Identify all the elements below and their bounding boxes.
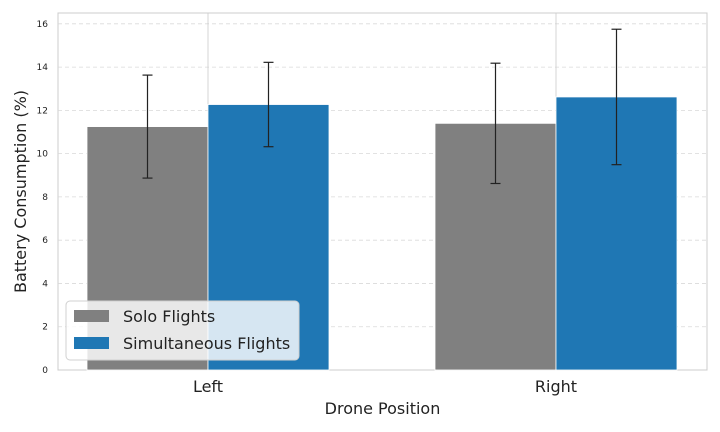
- legend-box: [65, 300, 300, 361]
- legend-label: Solo Flights: [123, 307, 215, 326]
- legend-label: Simultaneous Flights: [123, 334, 290, 353]
- x-category-label: Right: [535, 377, 577, 396]
- y-tick-label: 8: [42, 193, 48, 203]
- y-tick-label: 4: [42, 279, 48, 289]
- y-tick-label: 14: [37, 63, 49, 73]
- y-tick-label: 16: [37, 20, 49, 30]
- y-tick-label: 10: [37, 150, 49, 160]
- legend-swatch: [74, 310, 109, 322]
- y-tick-label: 6: [42, 236, 48, 246]
- y-tick-label: 0: [42, 366, 48, 376]
- error-bars: [142, 28, 622, 185]
- legend: Solo Flights Simultaneous Flights: [65, 300, 300, 361]
- y-tick-label: 12: [37, 106, 48, 116]
- y-axis-ticks: 0 2 4 6 8 10 12 14 16: [37, 20, 49, 376]
- bars: [86, 96, 678, 371]
- legend-swatch: [74, 337, 109, 349]
- x-axis-categories: Left Right: [193, 377, 577, 396]
- x-category-label: Left: [193, 377, 223, 396]
- y-tick-label: 2: [42, 323, 48, 333]
- x-axis-title: Drone Position: [325, 399, 441, 418]
- y-axis-title: Battery Consumption (%): [11, 90, 30, 293]
